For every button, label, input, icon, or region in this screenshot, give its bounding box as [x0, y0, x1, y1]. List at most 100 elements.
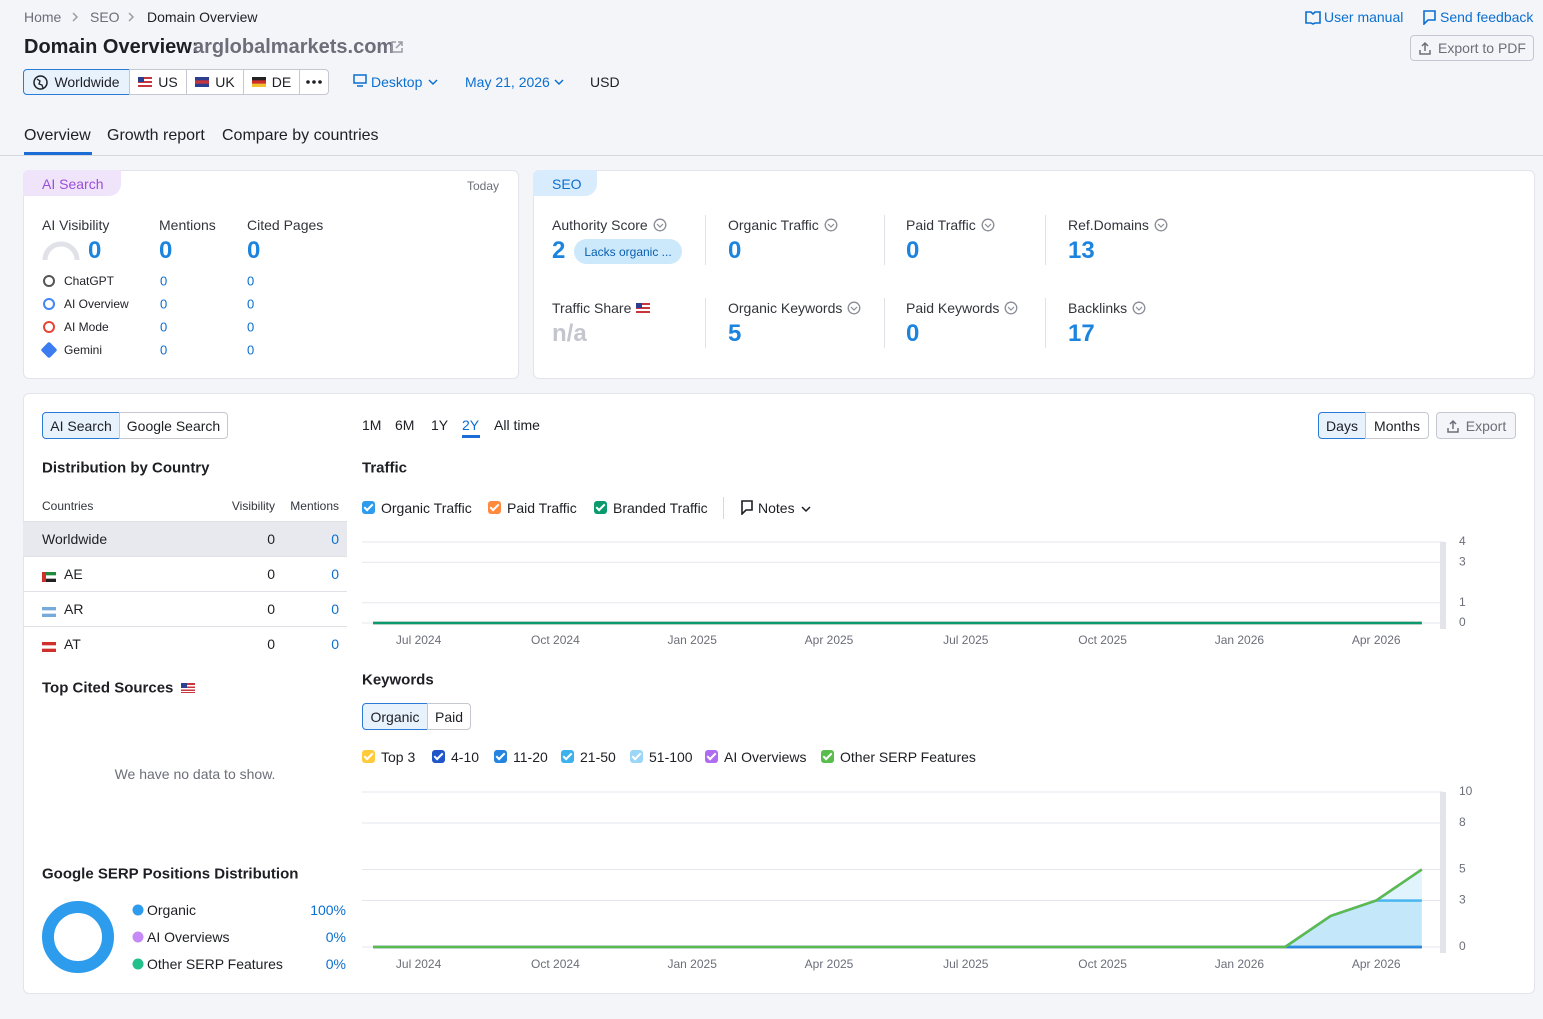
section-title: Distribution by Country: [42, 459, 210, 477]
date-select[interactable]: May 21, 2026: [465, 74, 550, 90]
tab[interactable]: Overview: [24, 127, 91, 144]
search-toggle[interactable]: Google Search: [119, 412, 228, 439]
currency: USD: [590, 74, 620, 90]
database-button[interactable]: UK: [186, 69, 244, 95]
period-button[interactable]: 2Y: [462, 417, 480, 433]
period-button[interactable]: All time: [494, 417, 540, 433]
tab[interactable]: Growth report: [107, 127, 205, 144]
breadcrumb[interactable]: Home: [24, 9, 62, 25]
manual-icon: [1305, 11, 1321, 25]
page-title: Domain Overview:: [24, 36, 199, 58]
period-button[interactable]: 6M: [395, 417, 415, 433]
breadcrumb-current: Domain Overview: [147, 9, 258, 25]
legend-checkbox: [821, 750, 834, 763]
x-tick-label: Oct 2024: [531, 633, 580, 647]
source-name: Gemini: [64, 343, 103, 357]
button-label: Export: [1465, 417, 1507, 434]
flag-icon: [42, 572, 56, 583]
database-button[interactable]: DE: [243, 69, 300, 95]
legend-label: Other SERP Features: [840, 749, 976, 765]
keywords-toggle[interactable]: Organic: [362, 703, 428, 730]
x-tick-label: Oct 2025: [1078, 957, 1127, 971]
chevron-icon: [72, 12, 78, 22]
granularity-toggle[interactable]: Days: [1318, 412, 1366, 439]
database-button[interactable]: Worldwide: [23, 69, 130, 95]
feedback-icon: [1423, 10, 1436, 25]
legend-label: AI Overviews: [147, 929, 230, 945]
button-label: DE: [271, 74, 292, 90]
country-name[interactable]: AT: [64, 636, 81, 652]
metric-value: 13: [1068, 237, 1095, 264]
upload-icon: [1447, 419, 1459, 433]
metric-value: 2: [552, 237, 566, 264]
metric-name-text: Organic Keywords: [728, 300, 843, 316]
notes-dropdown[interactable]: Notes: [758, 500, 795, 516]
legend-label: Branded Traffic: [613, 500, 708, 516]
x-tick-label: Jul 2024: [396, 633, 442, 647]
info-icon: [1132, 301, 1146, 315]
database-button[interactable]: US: [129, 69, 187, 95]
ai-search-label: AI Search: [42, 176, 104, 192]
section-title: Top Cited Sources: [42, 679, 174, 697]
toggle-label: Days: [1326, 417, 1358, 434]
legend-divider: [723, 497, 724, 519]
legend-checkbox: [561, 750, 574, 763]
desktop-icon: [353, 74, 367, 87]
tab[interactable]: Compare by countries: [222, 127, 379, 144]
export-pdf-button[interactable]: Export to PDF: [1410, 35, 1534, 61]
chevron-icon: [128, 12, 134, 22]
info-icon: [847, 301, 861, 315]
export-button[interactable]: Export: [1436, 412, 1516, 439]
country-name[interactable]: Worldwide: [42, 531, 108, 547]
metric-name: Authority Score: [552, 218, 667, 232]
country-name[interactable]: AE: [64, 566, 83, 582]
y-tick-label: 3: [1459, 554, 1466, 568]
legend-label: Paid Traffic: [507, 500, 577, 516]
row-divider: [23, 591, 347, 592]
empty-message: We have no data to show.: [114, 766, 276, 782]
period-button[interactable]: 1M: [362, 417, 382, 433]
mentions-value: 0: [331, 601, 339, 617]
user-manual-link[interactable]: User manual: [1324, 9, 1404, 25]
keywords-toggle[interactable]: Paid: [427, 703, 471, 730]
x-tick-label: Jul 2025: [943, 633, 989, 647]
external-link-icon: [391, 41, 403, 53]
x-tick-label: Apr 2025: [805, 957, 854, 971]
row-divider: [23, 626, 347, 627]
x-tick-label: Jul 2025: [943, 957, 989, 971]
legend-checkbox: [630, 750, 643, 763]
device-select[interactable]: Desktop: [371, 74, 423, 90]
legend-label: AI Overviews: [724, 749, 807, 765]
country-name[interactable]: AR: [64, 601, 84, 617]
mentions-value: 0: [331, 531, 339, 547]
granularity-toggle[interactable]: Months: [1365, 412, 1429, 439]
column-header: Countries: [42, 499, 94, 513]
metric-name: Traffic Share: [552, 301, 651, 315]
button-label: US: [158, 74, 178, 90]
domain-name[interactable]: arglobalmarkets.com: [193, 36, 395, 58]
x-tick-label: Apr 2025: [805, 633, 854, 647]
period-button[interactable]: 1Y: [431, 417, 449, 433]
metric-name-text: Backlinks: [1068, 300, 1128, 316]
search-toggle[interactable]: AI Search: [42, 412, 120, 439]
info-icon: [981, 218, 995, 232]
caret-icon: [428, 79, 438, 86]
row-highlight: [23, 521, 347, 556]
more-databases-button[interactable]: [299, 69, 329, 95]
y-tick-label: 0: [1459, 939, 1466, 953]
metric-value: 0: [159, 237, 173, 264]
metric-name-text: Paid Keywords: [906, 300, 1000, 316]
dots-icon: [306, 80, 322, 84]
send-feedback-link[interactable]: Send feedback: [1440, 9, 1534, 25]
legend-dot: [132, 931, 144, 943]
legend-checkbox: [594, 501, 607, 514]
info-icon: [653, 218, 667, 232]
breadcrumb[interactable]: SEO: [90, 9, 120, 25]
metric-divider: [705, 298, 706, 348]
source-mentions: 0: [160, 319, 168, 335]
source-name: AI Overview: [64, 297, 129, 311]
metric-value: 0: [247, 237, 261, 264]
notes-icon: [741, 500, 753, 515]
metric-divider: [705, 215, 706, 265]
